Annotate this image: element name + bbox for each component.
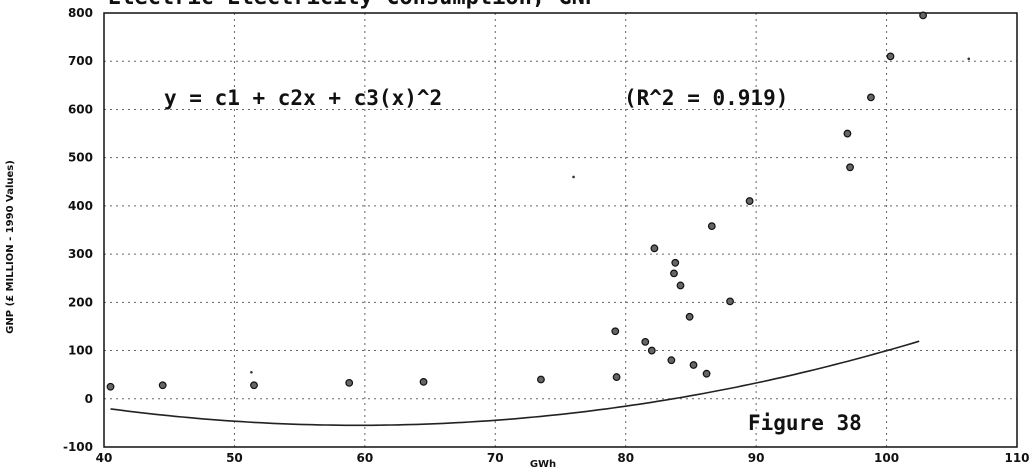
y-tick-label: 100 bbox=[68, 344, 93, 358]
equation-label: y = c1 + c2x + c3(x)^2 bbox=[164, 86, 442, 110]
y-tick-label: 500 bbox=[68, 151, 93, 165]
x-tick-label: 80 bbox=[617, 451, 634, 465]
data-point bbox=[745, 197, 754, 205]
page-title: Electric Electricity Consumption, GNP bbox=[108, 0, 598, 10]
data-point bbox=[676, 281, 685, 290]
x-tick-label: 50 bbox=[226, 451, 243, 465]
stray-mark bbox=[572, 175, 575, 179]
data-point bbox=[726, 297, 734, 306]
data-point bbox=[685, 312, 694, 321]
data-point bbox=[667, 356, 676, 365]
y-tick-label: 800 bbox=[68, 6, 93, 20]
y-tick-label: 600 bbox=[68, 102, 93, 116]
data-points bbox=[106, 11, 927, 391]
y-tick-label: 300 bbox=[68, 247, 93, 261]
data-point bbox=[641, 337, 650, 346]
x-tick-label: 70 bbox=[487, 451, 504, 465]
figure-label: Figure 38 bbox=[748, 411, 862, 435]
data-point bbox=[611, 327, 620, 336]
data-point bbox=[919, 11, 927, 20]
data-point bbox=[707, 222, 716, 231]
data-point bbox=[702, 369, 711, 378]
fit-curve bbox=[110, 340, 920, 427]
plot-frame bbox=[103, 12, 1018, 448]
y-tick-labels: -100 0 100 200 300 400 500 600 700 800 bbox=[63, 6, 93, 454]
y-tick-label: -100 bbox=[63, 440, 93, 454]
data-point bbox=[345, 378, 354, 387]
x-tick-label: 110 bbox=[1004, 451, 1029, 465]
data-point bbox=[689, 361, 698, 369]
y-tick-label: 400 bbox=[68, 199, 93, 213]
data-point bbox=[846, 163, 854, 172]
x-tick-label: 40 bbox=[96, 451, 113, 465]
data-point bbox=[250, 381, 258, 390]
data-point bbox=[867, 93, 875, 102]
data-point bbox=[537, 375, 545, 384]
data-point bbox=[650, 244, 659, 253]
x-tick-labels: 40 50 60 70 80 90 100 110 bbox=[96, 451, 1030, 465]
data-point bbox=[106, 382, 115, 391]
data-point bbox=[647, 346, 656, 355]
data-point bbox=[886, 52, 895, 61]
x-tick-label: 60 bbox=[357, 451, 374, 465]
stray-marks bbox=[250, 57, 971, 374]
y-tick-label: 200 bbox=[68, 295, 93, 309]
y-tick-label: 700 bbox=[68, 54, 93, 68]
data-point bbox=[158, 381, 167, 390]
x-tick-label: 100 bbox=[874, 451, 899, 465]
stray-mark bbox=[967, 57, 971, 61]
data-point bbox=[671, 258, 680, 267]
y-axis-label: GNP (£ MILLION - 1990 Values) bbox=[5, 160, 16, 334]
data-point bbox=[612, 373, 621, 381]
r-squared-label: (R^2 = 0.919) bbox=[624, 86, 788, 110]
data-point bbox=[843, 129, 852, 138]
x-axis-label: GWh bbox=[530, 459, 556, 470]
grid-lines bbox=[104, 13, 1017, 447]
y-tick-label: 0 bbox=[85, 392, 93, 406]
stray-mark bbox=[250, 370, 253, 374]
data-point bbox=[670, 269, 678, 278]
data-point bbox=[419, 378, 428, 386]
x-tick-label: 90 bbox=[748, 451, 765, 465]
